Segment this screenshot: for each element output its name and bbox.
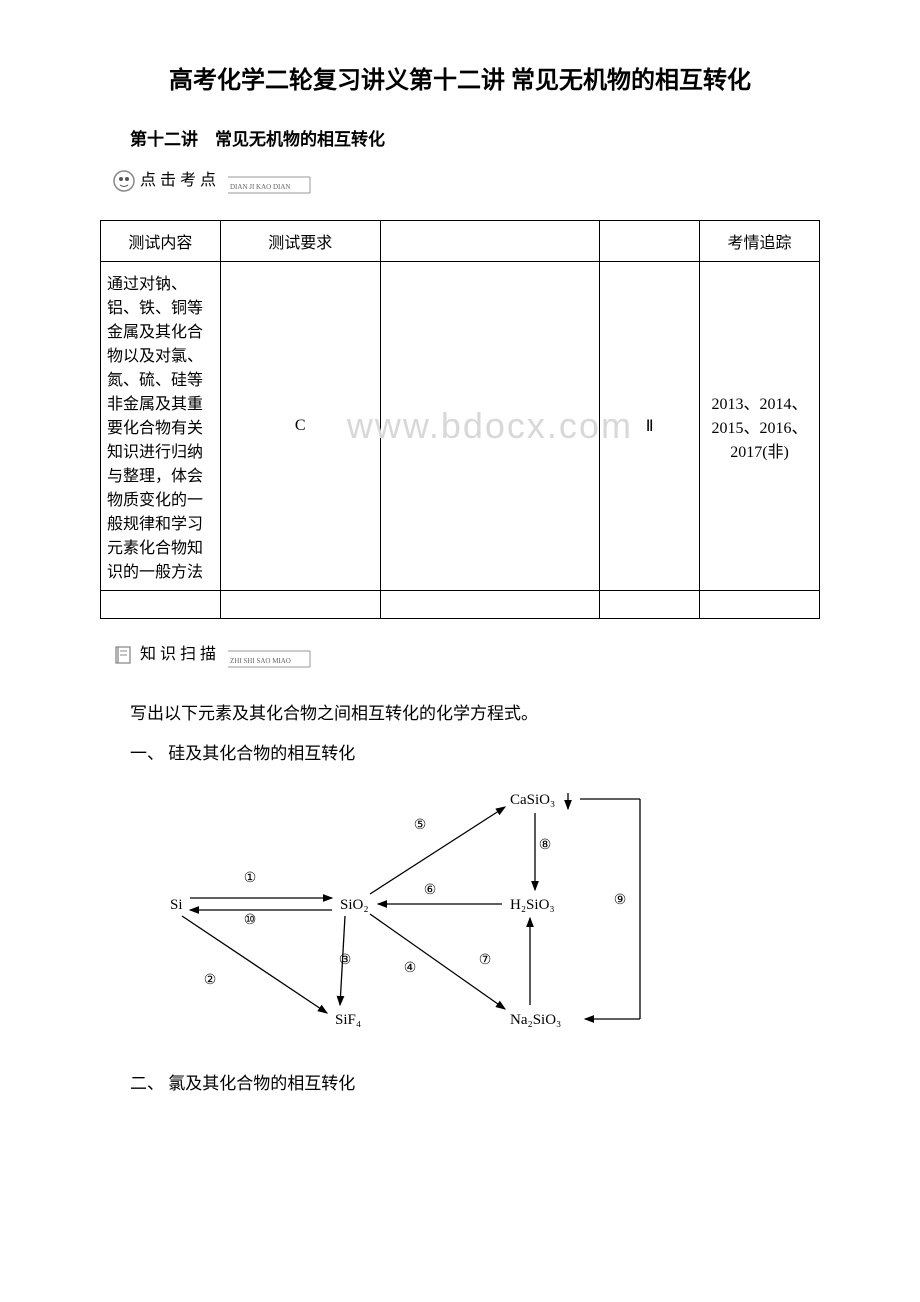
header-track: 考情追踪 xyxy=(700,221,820,262)
svg-text:⑤: ⑤ xyxy=(414,818,427,833)
svg-text:②: ② xyxy=(204,973,217,988)
empty-cell xyxy=(700,591,820,619)
table-header-row: 测试内容 测试要求 考情追踪 xyxy=(101,221,820,262)
header-req: 测试要求 xyxy=(220,221,380,262)
empty-cell xyxy=(220,591,380,619)
section-header-kaokao: 点 击 考 点 DIAN JI KAO DIAN xyxy=(110,165,870,210)
header-num xyxy=(600,221,700,262)
svg-text:⑨: ⑨ xyxy=(614,893,627,908)
svg-text:⑦: ⑦ xyxy=(479,953,492,968)
svg-text:H₂SiO₃: H₂SiO₃ xyxy=(510,897,555,913)
cell-track: 2013、2014、2015、2016、2017(非) xyxy=(700,262,820,591)
table-empty-row xyxy=(101,591,820,619)
subtitle: 第十二讲 常见无机物的相互转化 xyxy=(130,125,870,150)
svg-text:SiO₂: SiO₂ xyxy=(340,897,369,913)
header-mid xyxy=(380,221,600,262)
svg-text:CaSiO₃: CaSiO₃ xyxy=(510,792,555,808)
section-header-zhishi: 知 识 扫 描 ZHI SHI SAO MIAO xyxy=(110,639,870,684)
section-2-title: 二、 氯及其化合物的相互转化 xyxy=(130,1069,870,1094)
svg-text:SiF₄: SiF₄ xyxy=(335,1012,361,1028)
header-content: 测试内容 xyxy=(101,221,221,262)
svg-text:③: ③ xyxy=(339,953,352,968)
svg-text:⑩: ⑩ xyxy=(244,913,257,928)
svg-text:⑥: ⑥ xyxy=(424,883,437,898)
empty-cell xyxy=(380,591,600,619)
intro-text: 写出以下元素及其化合物之间相互转化的化学方程式。 xyxy=(130,699,870,724)
silicon-diagram: Si SiO₂ SiF₄ CaSiO₃ H₂SiO₃ Na₂SiO₃ ① ② ③ ④ ⑤ ⑥ ⑦ ⑧ ⑨ ⑩ xyxy=(150,774,870,1049)
svg-text:④: ④ xyxy=(404,961,417,976)
cell-mid: www.bdocx.com xyxy=(380,262,600,591)
svg-text:⑧: ⑧ xyxy=(539,838,552,853)
empty-cell xyxy=(101,591,221,619)
watermark-text: www.bdocx.com xyxy=(347,405,633,447)
svg-text:Si: Si xyxy=(170,897,183,913)
svg-text:DIAN JI KAO DIAN: DIAN JI KAO DIAN xyxy=(230,183,290,191)
section-badge-icon: 点 击 考 点 DIAN JI KAO DIAN xyxy=(110,165,370,205)
svg-text:ZHI SHI SAO MIAO: ZHI SHI SAO MIAO xyxy=(230,657,291,665)
main-title: 高考化学二轮复习讲义第十二讲 常见无机物的相互转化 xyxy=(50,60,870,95)
section-1-title: 一、 硅及其化合物的相互转化 xyxy=(130,739,870,764)
svg-text:知 识 扫 描: 知 识 扫 描 xyxy=(140,645,216,663)
empty-cell xyxy=(600,591,700,619)
svg-text:点 击 考 点: 点 击 考 点 xyxy=(140,171,216,189)
table-row: 通过对钠、铝、铁、铜等金属及其化合物以及对氯、氮、硫、硅等非金属及其重要化合物有… xyxy=(101,262,820,591)
svg-text:①: ① xyxy=(244,871,257,886)
exam-table: 测试内容 测试要求 考情追踪 通过对钠、铝、铁、铜等金属及其化合物以及对氯、氮、… xyxy=(100,220,820,619)
svg-text:Na₂SiO₃: Na₂SiO₃ xyxy=(510,1012,561,1028)
cell-content: 通过对钠、铝、铁、铜等金属及其化合物以及对氯、氮、硫、硅等非金属及其重要化合物有… xyxy=(101,262,221,591)
section-badge-icon: 知 识 扫 描 ZHI SHI SAO MIAO xyxy=(110,639,370,679)
